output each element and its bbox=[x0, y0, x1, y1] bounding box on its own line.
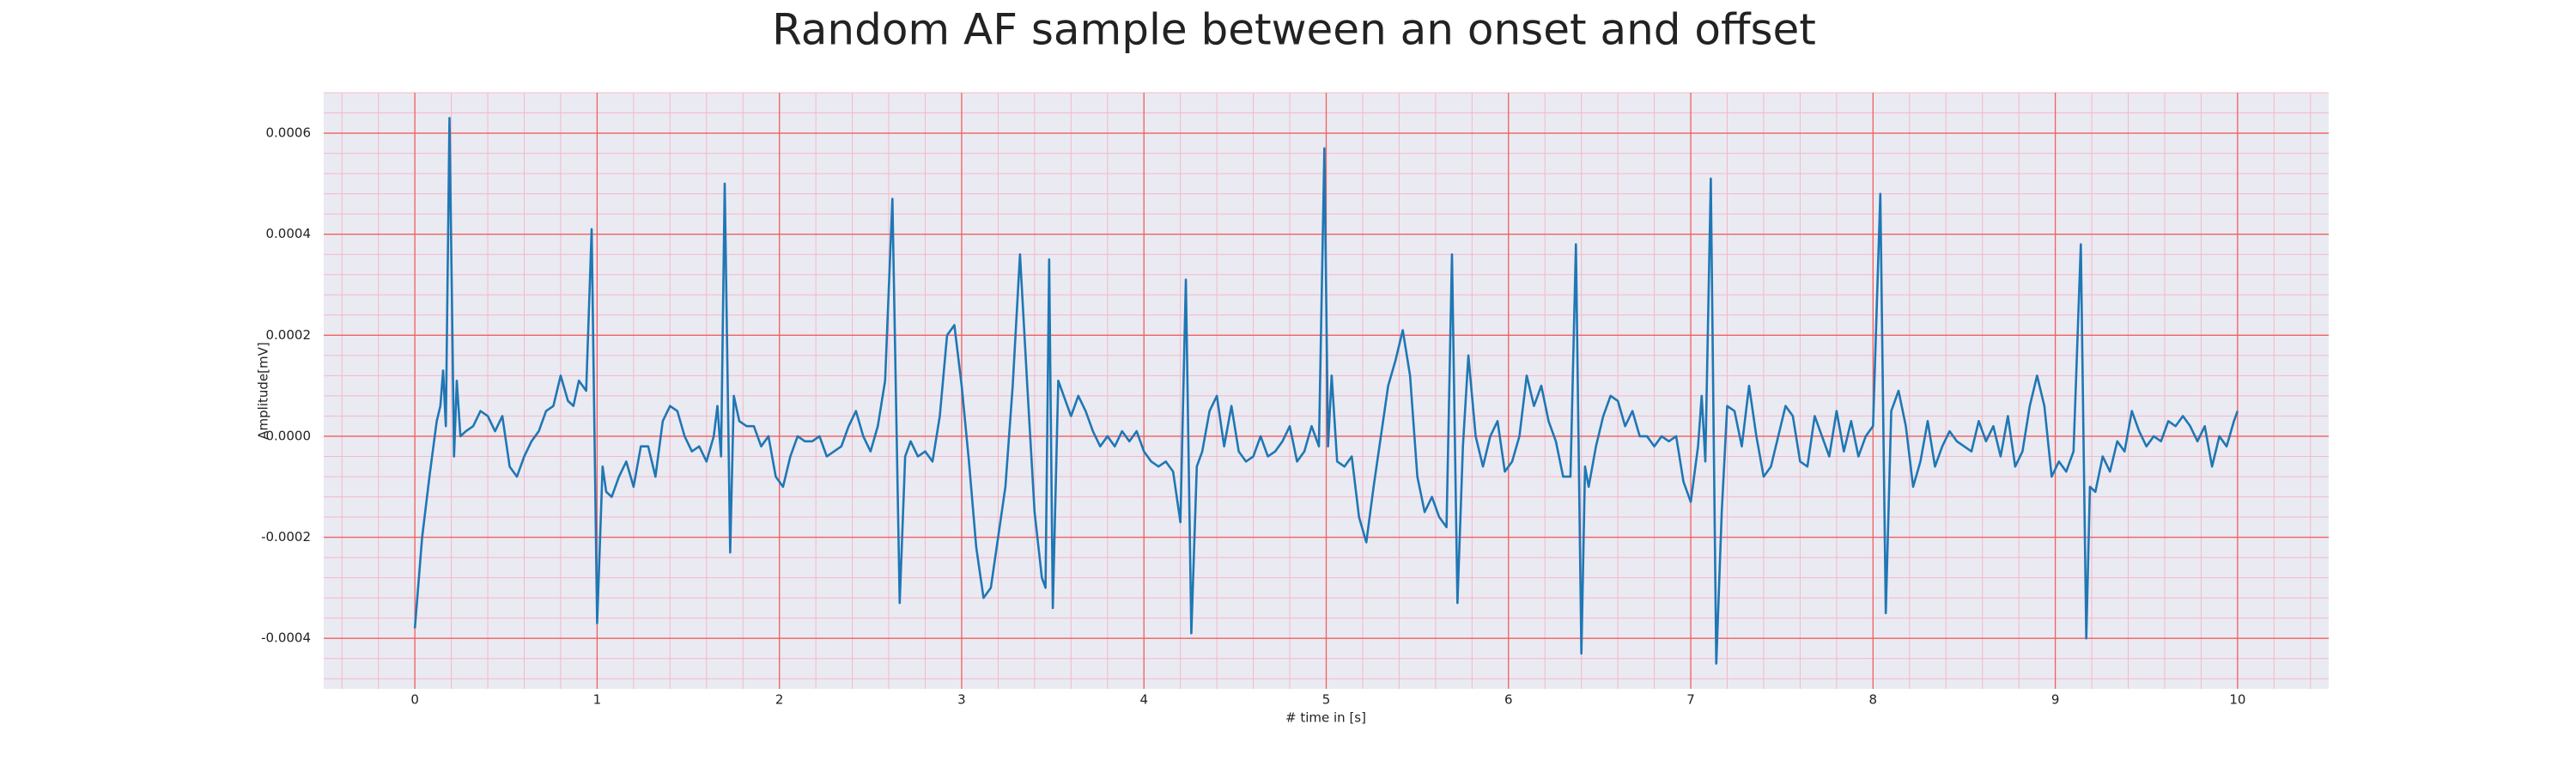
x-tick-label: 3 bbox=[957, 692, 966, 708]
x-tick-label: 0 bbox=[410, 692, 419, 708]
y-axis-label: Amplitude[mV] bbox=[256, 342, 271, 439]
y-tick-label: 0.0000 bbox=[266, 428, 312, 443]
x-tick-label: 7 bbox=[1686, 692, 1695, 708]
x-axis-label: # time in [s] bbox=[1285, 710, 1366, 726]
x-tick-label: 6 bbox=[1504, 692, 1513, 708]
signal-line bbox=[413, 117, 2239, 665]
x-tick-label: 9 bbox=[2051, 692, 2060, 708]
x-tick-label: 1 bbox=[593, 692, 602, 708]
x-tick-label: 2 bbox=[775, 692, 784, 708]
x-tick-label: 8 bbox=[1869, 692, 1878, 708]
x-tick-label: 5 bbox=[1322, 692, 1331, 708]
y-tick-label: 0.0006 bbox=[266, 125, 312, 141]
y-tick-label: -0.0004 bbox=[261, 630, 311, 646]
y-tick-label: 0.0004 bbox=[266, 226, 312, 241]
y-tick-label: -0.0002 bbox=[261, 529, 311, 545]
x-tick-label: 10 bbox=[2229, 692, 2245, 708]
y-tick-label: 0.0002 bbox=[266, 327, 312, 343]
x-tick-label: 4 bbox=[1139, 692, 1148, 708]
chart-title: Random AF sample between an onset and of… bbox=[772, 5, 1816, 55]
